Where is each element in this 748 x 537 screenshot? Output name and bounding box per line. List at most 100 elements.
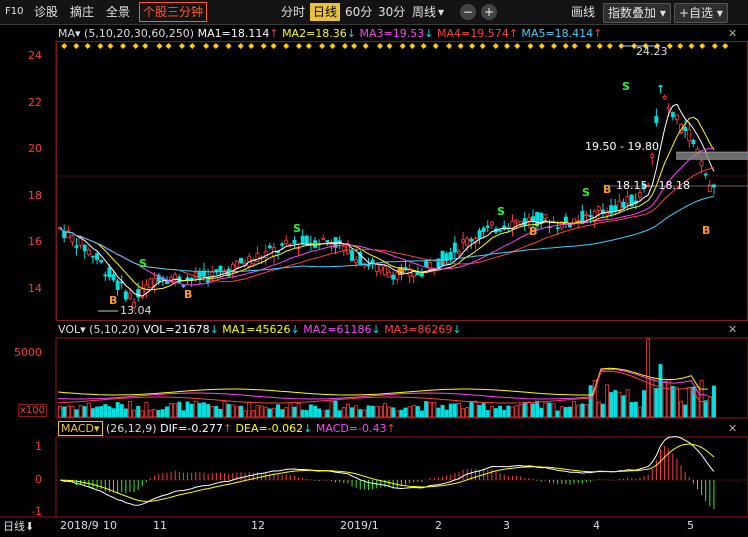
volume-bar <box>148 409 153 418</box>
volume-bar <box>498 405 503 418</box>
volume-bar <box>99 406 104 418</box>
event-marker-icon <box>203 43 210 49</box>
candle-body <box>481 227 486 233</box>
candle-body <box>609 205 614 214</box>
candle-body <box>148 278 153 288</box>
candle-body <box>387 271 392 278</box>
candle-body <box>600 209 605 214</box>
add-watchlist-dropdown[interactable]: +自选 ▾ <box>674 3 728 23</box>
volume-bar <box>218 408 223 418</box>
volume-bar <box>609 392 614 418</box>
candle-body <box>485 225 490 228</box>
event-marker-icon <box>165 43 172 49</box>
index-overlay-dropdown[interactable]: 指数叠加 ▾ <box>603 3 671 23</box>
volume-bar <box>144 401 149 418</box>
volume-bar <box>576 404 581 418</box>
candle-body <box>165 280 169 284</box>
volume-bar <box>387 406 392 418</box>
volume-bar <box>263 406 268 418</box>
diagnose-button[interactable]: 诊股 <box>34 5 59 19</box>
tab-30min[interactable]: 30分 <box>378 5 406 19</box>
macd-indicator-selector[interactable]: MACD▾ <box>58 421 103 436</box>
event-marker-icon <box>270 43 277 49</box>
period-dropdown-icon[interactable]: ▾ <box>438 5 445 19</box>
ma-indicator-selector[interactable]: MA <box>58 27 76 40</box>
event-marker-icon <box>504 43 511 49</box>
volume-bar <box>230 404 235 418</box>
candle-body <box>99 260 104 263</box>
low-price-label: 13.04 <box>120 304 152 317</box>
tab-60min[interactable]: 60分 <box>345 5 373 19</box>
macd-dea-line <box>60 443 715 502</box>
candle-body <box>580 210 585 225</box>
candle-body <box>703 173 708 176</box>
volume-bar <box>337 410 342 418</box>
volume-bar <box>440 404 445 418</box>
event-marker-icon <box>295 43 302 49</box>
y-tick-22: 22 <box>28 96 42 109</box>
event-marker-icon <box>329 43 336 49</box>
arrow-up-icon: ↑ <box>269 27 279 40</box>
f10-button[interactable]: F10 <box>5 6 24 17</box>
high-price-label: 24.23 <box>636 45 668 58</box>
buy-signal: B <box>702 224 711 237</box>
tab-minute[interactable]: 分时 <box>281 5 306 19</box>
close-indicator-icon[interactable]: ✕ <box>728 422 738 435</box>
volume-bar <box>526 401 531 418</box>
candle-body <box>82 244 87 252</box>
event-marker-icon <box>351 43 358 49</box>
vol-value: VOL=21678 <box>143 323 210 336</box>
chevron-down-icon[interactable]: ▾ <box>80 323 86 336</box>
draw-line-button[interactable]: 画线 <box>571 5 596 19</box>
candle-body <box>621 201 626 208</box>
event-marker-icon <box>677 43 684 49</box>
tab-weekly[interactable]: 周线 <box>412 5 437 19</box>
volume-bar <box>333 400 338 418</box>
volume-bar <box>448 403 453 418</box>
close-indicator-icon[interactable]: ✕ <box>728 323 738 336</box>
x-tick: 2018/9 <box>60 519 99 532</box>
x-tick: 12 <box>251 519 265 532</box>
volume-bar <box>78 405 83 418</box>
vol-indicator-selector[interactable]: VOL <box>58 323 81 336</box>
candle-body <box>674 114 679 120</box>
three-minute-button[interactable]: 个股三分钟 <box>139 2 208 22</box>
pick-button[interactable]: 摘庄 <box>70 5 95 19</box>
volume-bar <box>70 405 75 418</box>
candle-body <box>74 245 79 248</box>
arrow-down-icon: ⬇ <box>25 520 35 533</box>
chevron-down-icon[interactable]: ▾ <box>75 27 81 40</box>
event-marker-icon <box>386 43 393 49</box>
panorama-button[interactable]: 全景 <box>106 5 131 19</box>
period-toggle[interactable]: 日线⬇ <box>3 520 34 534</box>
volume-bar <box>156 409 161 418</box>
y-tick-20: 20 <box>28 142 42 155</box>
volume-bar <box>382 403 387 418</box>
volume-bar <box>391 407 396 418</box>
arrow-down-icon: ↓ <box>290 323 300 336</box>
volume-bar <box>140 410 145 418</box>
zoom-out-button[interactable]: − <box>460 4 476 20</box>
volume-bar <box>136 405 141 418</box>
volume-bar <box>465 407 470 418</box>
volume-bar <box>485 410 490 418</box>
event-marker-icon <box>225 43 232 49</box>
candle-body <box>531 216 535 222</box>
volume-bar <box>481 403 486 418</box>
event-marker-icon <box>571 43 578 49</box>
close-indicator-icon[interactable]: ✕ <box>728 27 738 40</box>
volume-bar <box>444 409 449 418</box>
volume-bar <box>666 379 671 418</box>
ma-legend: MA▾ (5,10,20,30,60,250) MA1=18.114↑ MA2=… <box>58 27 602 41</box>
macd-params: (26,12,9) <box>106 422 157 435</box>
tab-daily[interactable]: 日线 <box>310 3 341 21</box>
macd-dea: DEA=-0.062 <box>235 422 304 435</box>
volume-bar <box>370 405 375 418</box>
candle-body <box>234 260 239 268</box>
zoom-in-button[interactable]: + <box>481 4 497 20</box>
candle-body <box>498 229 503 232</box>
candle-body <box>350 250 354 261</box>
candle-body <box>576 220 581 222</box>
volume-bar <box>345 403 350 418</box>
